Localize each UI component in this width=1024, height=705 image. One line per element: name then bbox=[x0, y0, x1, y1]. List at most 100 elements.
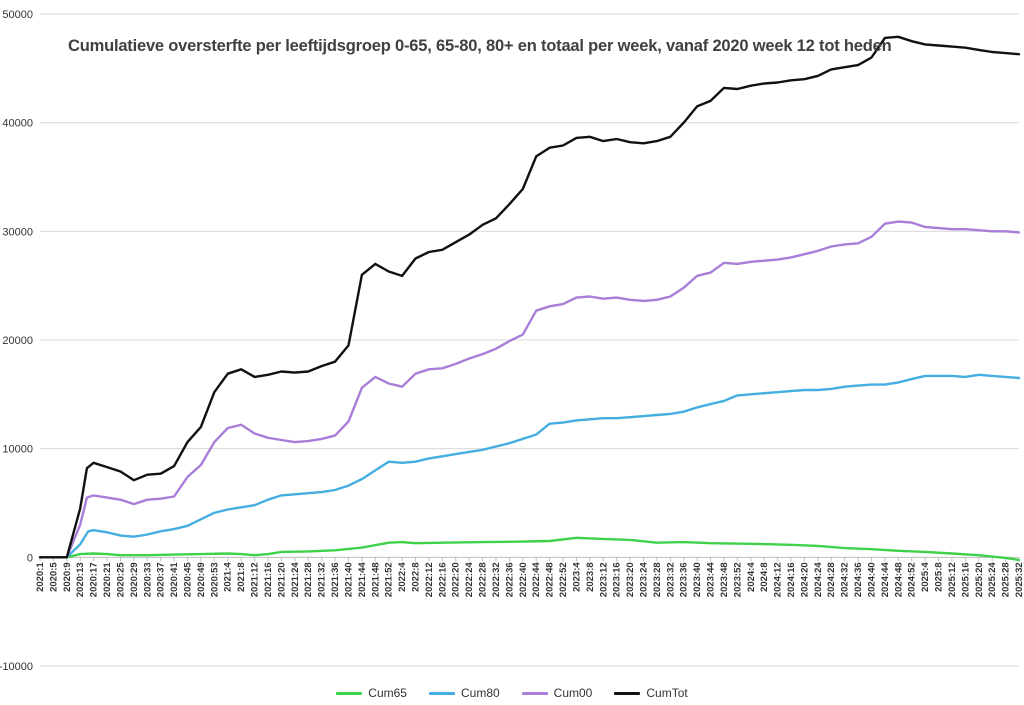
x-tick-label: 2024:52 bbox=[907, 562, 918, 597]
x-tick-label: 2021:4 bbox=[223, 562, 234, 592]
legend-item-cumtot: CumTot bbox=[614, 686, 688, 700]
x-tick-label: 2023:44 bbox=[706, 562, 717, 598]
x-tick-label: 2023:16 bbox=[612, 562, 623, 597]
x-tick-label: 2024:36 bbox=[853, 562, 864, 597]
x-tick-label: 2022:24 bbox=[464, 562, 475, 598]
x-tick-label: 2024:8 bbox=[759, 562, 770, 592]
x-tick-label: 2022:36 bbox=[504, 562, 515, 597]
x-tick-label: 2025:16 bbox=[960, 562, 971, 597]
x-tick-label: 2021:32 bbox=[317, 562, 328, 597]
x-tick-label: 2025:20 bbox=[974, 562, 985, 597]
x-tick-label: 2020:49 bbox=[196, 562, 207, 597]
x-tick-label: 2024:32 bbox=[840, 562, 851, 597]
x-tick-label: 2024:48 bbox=[893, 562, 904, 597]
x-tick-label: 2021:36 bbox=[330, 562, 341, 597]
x-tick-label: 2021:48 bbox=[370, 562, 381, 597]
x-tick-label: 2025:24 bbox=[987, 562, 998, 598]
x-tick-label: 2023:48 bbox=[719, 562, 730, 597]
legend-swatch bbox=[336, 691, 363, 695]
x-tick-label: 2021:8 bbox=[236, 562, 247, 592]
x-tick-label: 2022:40 bbox=[518, 562, 529, 597]
x-tick-label: 2021:16 bbox=[263, 562, 274, 597]
x-tick-label: 2022:20 bbox=[451, 562, 462, 597]
x-tick-label: 2020:13 bbox=[75, 562, 86, 597]
x-tick-label: 2021:44 bbox=[357, 562, 368, 598]
x-tick-label: 2023:32 bbox=[665, 562, 676, 597]
y-tick-label: 30000 bbox=[2, 226, 33, 238]
x-tick-label: 2023:20 bbox=[625, 562, 636, 597]
x-tick-label: 2024:40 bbox=[866, 562, 877, 597]
series-line-cum80 bbox=[38, 373, 1021, 559]
legend-swatch bbox=[521, 691, 548, 695]
legend-label: Cum80 bbox=[460, 686, 500, 700]
x-tick-label: 2020:33 bbox=[142, 562, 153, 597]
x-tick-label: 2024:4 bbox=[746, 562, 757, 592]
x-tick-label: 2020:5 bbox=[48, 562, 59, 592]
x-tick-label: 2023:24 bbox=[638, 562, 649, 598]
x-tick-label: 2021:24 bbox=[290, 562, 301, 598]
x-tick-label: 2021:40 bbox=[343, 562, 354, 597]
x-tick-label: 2023:36 bbox=[679, 562, 690, 597]
x-tick-label: 2022:28 bbox=[478, 562, 489, 597]
legend-item-cum80: Cum80 bbox=[428, 686, 500, 700]
legend-item-cum65: Cum65 bbox=[336, 686, 407, 700]
x-tick-label: 2023:28 bbox=[652, 562, 663, 597]
chart-title: Cumulatieve oversterfte per leeftijdsgro… bbox=[68, 37, 892, 55]
x-tick-label: 2020:21 bbox=[102, 562, 113, 598]
x-tick-label: 2024:16 bbox=[786, 562, 797, 597]
x-tick-label: 2024:20 bbox=[799, 562, 810, 597]
x-tick-label: 2022:52 bbox=[558, 562, 569, 597]
x-tick-label: 2023:52 bbox=[732, 562, 743, 597]
x-tick-label: 2020:25 bbox=[115, 562, 126, 598]
legend-swatch bbox=[614, 691, 641, 695]
x-tick-label: 2020:17 bbox=[89, 562, 100, 597]
y-tick-label: 0 bbox=[27, 552, 33, 564]
x-tick-label: 2025:8 bbox=[934, 562, 945, 592]
series-line-cum65 bbox=[38, 536, 1021, 562]
x-tick-label: 2020:9 bbox=[62, 562, 73, 592]
x-tick-label: 2022:44 bbox=[531, 562, 542, 598]
x-tick-label: 2024:12 bbox=[773, 562, 784, 597]
x-tick-label: 2022:4 bbox=[397, 562, 408, 592]
x-tick-label: 2023:4 bbox=[571, 562, 582, 592]
series-line-cum00 bbox=[38, 220, 1021, 559]
x-tick-label: 2023:40 bbox=[692, 562, 703, 597]
x-tick-label: 2024:44 bbox=[880, 562, 891, 598]
x-tick-label: 2021:12 bbox=[250, 562, 261, 597]
x-tick-label: 2021:52 bbox=[384, 562, 395, 597]
x-tick-label: 2020:29 bbox=[129, 562, 140, 597]
legend-swatch bbox=[428, 691, 455, 695]
x-tick-label: 2025:4 bbox=[920, 562, 931, 592]
x-tick-label: 2021:28 bbox=[303, 562, 314, 597]
x-tick-label: 2021:20 bbox=[276, 562, 287, 597]
x-tick-label: 2023:8 bbox=[585, 562, 596, 592]
x-tick-label: 2023:12 bbox=[598, 562, 609, 597]
x-tick-label: 2025:28 bbox=[1001, 562, 1012, 597]
x-tick-label: 2020:45 bbox=[183, 562, 194, 598]
y-tick-label: 40000 bbox=[2, 118, 33, 130]
chart-legend: Cum65 Cum80 Cum00 CumTot bbox=[0, 686, 1024, 700]
x-tick-label: 2025:32 bbox=[1014, 562, 1024, 597]
x-tick-label: 2020:41 bbox=[169, 562, 180, 598]
y-tick-label: -10000 bbox=[0, 661, 33, 673]
x-tick-label: 2025:12 bbox=[947, 562, 958, 597]
legend-label: CumTot bbox=[646, 686, 688, 700]
legend-label: Cum00 bbox=[553, 686, 593, 700]
legend-item-cum00: Cum00 bbox=[521, 686, 593, 700]
y-tick-label: 20000 bbox=[2, 335, 33, 347]
x-tick-label: 2022:12 bbox=[424, 562, 435, 597]
x-tick-label: 2022:48 bbox=[545, 562, 556, 597]
x-tick-label: 2022:8 bbox=[411, 562, 422, 592]
x-tick-label: 2020:53 bbox=[209, 562, 220, 597]
x-tick-label: 2020:37 bbox=[156, 562, 167, 597]
y-tick-label: 50000 bbox=[2, 9, 33, 21]
x-tick-label: 2024:24 bbox=[813, 562, 824, 598]
y-tick-label: 10000 bbox=[2, 444, 33, 456]
x-tick-label: 2024:28 bbox=[826, 562, 837, 597]
legend-label: Cum65 bbox=[368, 686, 407, 700]
x-tick-label: 2020:1 bbox=[35, 562, 46, 592]
series-line-cumtot bbox=[38, 35, 1021, 559]
x-tick-label: 2022:32 bbox=[491, 562, 502, 597]
